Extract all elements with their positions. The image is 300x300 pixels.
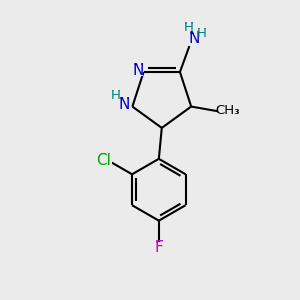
- Text: CH₃: CH₃: [215, 104, 240, 117]
- Text: H: H: [196, 27, 206, 40]
- Text: N: N: [133, 63, 144, 78]
- Text: F: F: [154, 240, 163, 255]
- Bar: [118, 99, 130, 110]
- Bar: [155, 243, 163, 253]
- Bar: [189, 34, 200, 44]
- Bar: [133, 65, 143, 76]
- Text: H: H: [184, 21, 194, 34]
- Bar: [96, 154, 112, 166]
- Bar: [185, 23, 193, 32]
- Text: H: H: [111, 89, 121, 102]
- Text: F: F: [154, 240, 163, 255]
- Bar: [112, 91, 120, 100]
- Text: H: H: [196, 27, 206, 40]
- Bar: [218, 105, 237, 116]
- Text: N: N: [118, 97, 130, 112]
- Text: H: H: [184, 21, 194, 34]
- Text: CH₃: CH₃: [215, 104, 240, 117]
- Text: N: N: [133, 63, 144, 78]
- Bar: [197, 29, 206, 38]
- Text: N: N: [118, 97, 130, 112]
- Text: Cl: Cl: [97, 152, 111, 167]
- Text: H: H: [111, 89, 121, 102]
- Text: N: N: [189, 31, 200, 46]
- Text: Cl: Cl: [97, 152, 111, 167]
- Text: N: N: [189, 31, 200, 46]
